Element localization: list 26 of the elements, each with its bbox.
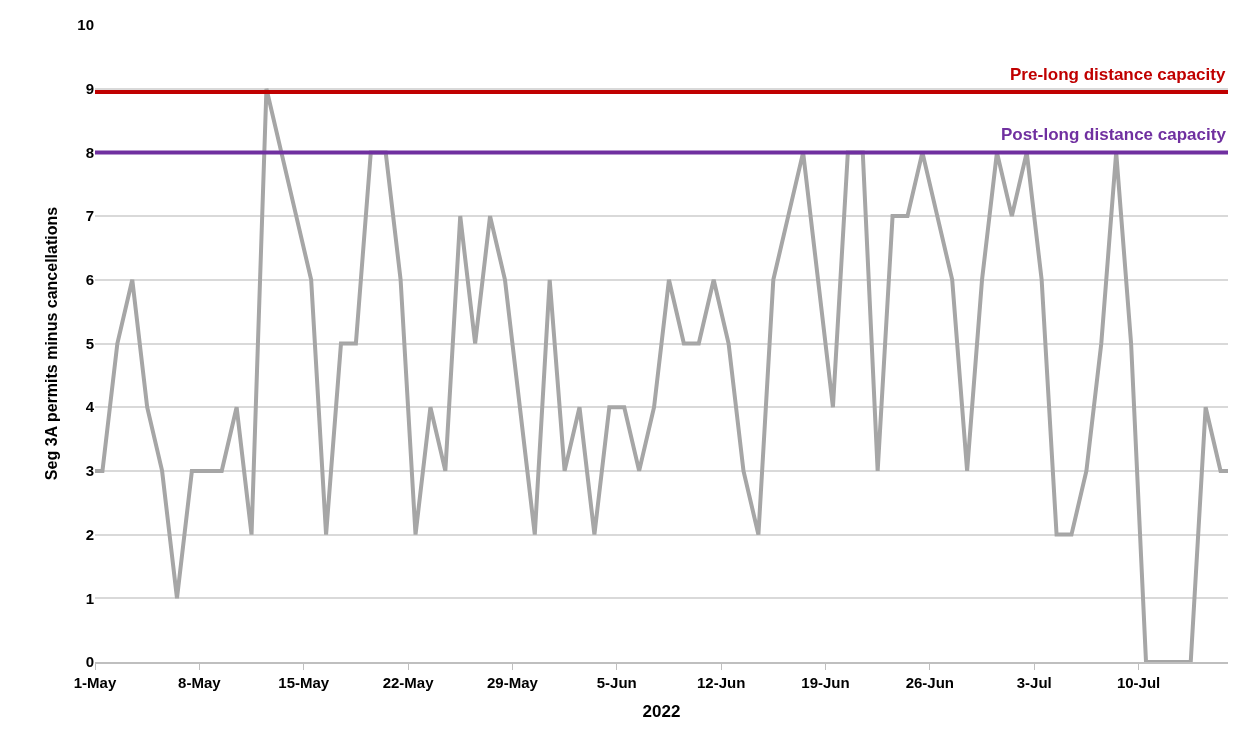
y-tick-label: 5 [85, 334, 94, 352]
y-tick-label: 9 [85, 79, 94, 97]
x-tick-label: 1-May [73, 673, 117, 691]
x-tick-label: 22-May [382, 673, 435, 691]
x-tick-label: 29-May [486, 673, 539, 691]
y-tick-label: 4 [85, 398, 95, 416]
x-tick-label: 8-May [178, 673, 222, 691]
ref-line-label: Post-long distance capacity [1001, 125, 1227, 144]
x-axis-title: 2022 [642, 701, 681, 721]
x-tick-label: 10-Jul [1116, 673, 1161, 691]
x-tick-label: 15-May [278, 673, 330, 691]
ref-line-label: Pre-long distance capacity [1010, 65, 1226, 84]
x-tick-label: 19-Jun [801, 673, 850, 691]
y-tick-label: 8 [85, 143, 94, 161]
y-tick-label: 0 [85, 653, 94, 671]
x-tick-label: 3-Jul [1016, 673, 1052, 691]
y-tick-label: 6 [85, 271, 94, 289]
y-tick-label: 3 [85, 462, 94, 480]
y-tick-label: 10 [77, 16, 94, 34]
y-tick-label: 7 [85, 207, 94, 225]
y-axis-title: Seg 3A permits minus cancellations [43, 206, 61, 481]
y-tick-label: 2 [85, 525, 94, 543]
x-tick-label: 5-Jun [596, 673, 637, 691]
x-tick-label: 12-Jun [696, 673, 746, 691]
x-tick-label: 26-Jun [905, 673, 955, 691]
y-tick-label: 1 [85, 589, 94, 607]
